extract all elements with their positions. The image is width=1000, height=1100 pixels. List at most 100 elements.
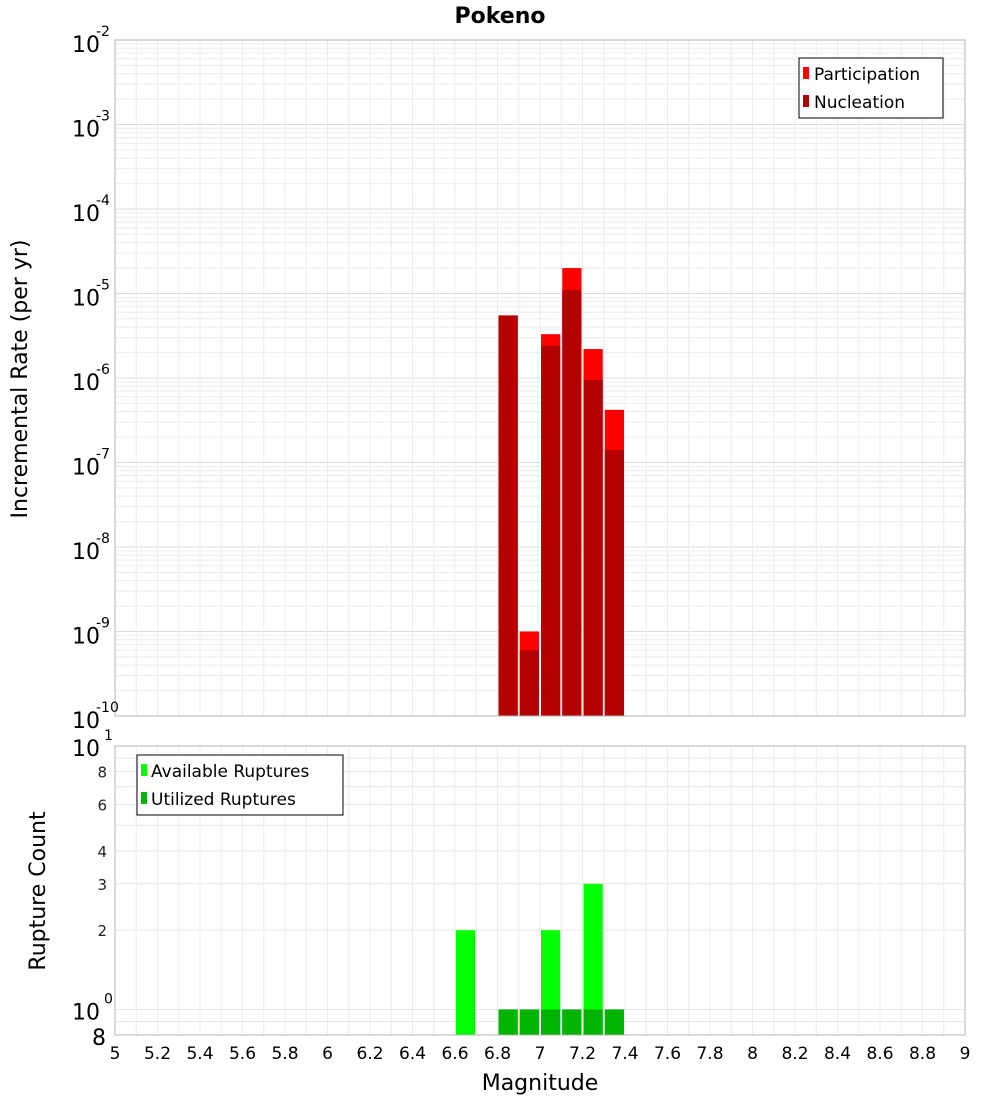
y-tick-exponent: 0 xyxy=(104,991,113,1007)
top-y-tick-label: 10-4 xyxy=(72,193,110,227)
utilized-ruptures-bar xyxy=(519,1009,539,1035)
nucleation-legend-swatch xyxy=(803,95,809,107)
bottom-y-tick-label: 6 xyxy=(97,796,107,814)
y-tick-exponent: -7 xyxy=(96,447,110,463)
top-y-tick-label: 10-3 xyxy=(72,109,110,143)
x-tick-label: 8.2 xyxy=(781,1044,808,1064)
x-tick-label: 8.4 xyxy=(824,1044,851,1064)
bottom-plot-frame xyxy=(114,745,966,1036)
y-tick-exponent: 1 xyxy=(104,728,113,744)
top-y-tick-label: 10-5 xyxy=(72,278,110,312)
bottom-y-tick-label: 100 xyxy=(72,991,113,1025)
available-ruptures-bar xyxy=(583,883,603,1035)
available-ruptures-bar xyxy=(541,930,561,1035)
y-tick-exponent: -10 xyxy=(96,700,119,716)
y-tick-exponent: -3 xyxy=(96,109,110,125)
top-y-tick-label: 10-8 xyxy=(72,531,110,565)
participation-legend-label: Participation xyxy=(814,65,920,85)
bottom-y-tick-label: 101 xyxy=(72,728,113,762)
x-tick-label: 5.8 xyxy=(271,1044,298,1064)
top-y-tick-label: 10-10 xyxy=(72,700,119,734)
y-tick-value: 3 xyxy=(97,876,107,894)
x-tick-label: 6.4 xyxy=(399,1044,426,1064)
y-tick-base: 10 xyxy=(72,118,100,143)
participation-legend-swatch xyxy=(803,67,809,79)
nucleation-bar xyxy=(541,345,561,716)
y-tick-base: 10 xyxy=(72,456,100,481)
utilized-ruptures-bar xyxy=(562,1009,582,1035)
x-axis-label: Magnitude xyxy=(482,1071,599,1096)
x-tick-label: 7 xyxy=(535,1044,546,1064)
y-tick-base: 10 xyxy=(72,737,100,762)
y-tick-base: 10 xyxy=(72,625,100,650)
x-tick-label: 5 xyxy=(110,1044,121,1064)
x-tick-label: 6.2 xyxy=(356,1044,383,1064)
y-tick-value: 4 xyxy=(97,843,107,861)
available-ruptures-legend-label: Available Ruptures xyxy=(151,762,309,782)
x-tick-label: 7.6 xyxy=(654,1044,681,1064)
x-tick-label: 9 xyxy=(960,1044,971,1064)
x-tick-label: 5.4 xyxy=(186,1044,213,1064)
utilized-ruptures-bar xyxy=(541,1009,561,1035)
y-tick-base: 10 xyxy=(72,1000,100,1025)
utilized-ruptures-bar xyxy=(498,1009,518,1035)
y-tick-exponent: -8 xyxy=(96,531,110,547)
x-tick-label: 7.8 xyxy=(696,1044,723,1064)
y-tick-base: 10 xyxy=(72,287,100,312)
x-tick-label: 8 xyxy=(747,1044,758,1064)
x-tick-label: 6.6 xyxy=(441,1044,468,1064)
x-tick-label: 5.2 xyxy=(144,1044,171,1064)
top-plot-bars xyxy=(498,268,624,716)
y-tick-exponent: -6 xyxy=(96,362,110,378)
y-tick-exponent: -2 xyxy=(96,24,110,40)
nucleation-bar xyxy=(498,315,518,716)
x-tick-label: 8.8 xyxy=(909,1044,936,1064)
top-plot-frame xyxy=(114,39,966,717)
utilized-ruptures-bar xyxy=(604,1009,624,1035)
y-tick-base: 10 xyxy=(72,540,100,565)
top-y-tick-label: 10-7 xyxy=(72,447,110,481)
nucleation-bar xyxy=(562,290,582,716)
bottom-plot-bars xyxy=(456,883,624,1035)
y-tick-exponent: -9 xyxy=(96,616,110,632)
bottom-legend: Available Ruptures Utilized Ruptures xyxy=(136,754,344,816)
top-y-axis-label: Incremental Rate (per yr) xyxy=(8,240,33,519)
y-tick-base: 10 xyxy=(72,371,100,396)
x-tick-label: 7.4 xyxy=(611,1044,638,1064)
bottom-y-tick-label: 4 xyxy=(97,843,107,861)
bottom-y-tick-label: 8 xyxy=(92,1026,106,1051)
utilized-ruptures-bar xyxy=(583,1009,603,1035)
chart-title: Pokeno xyxy=(455,4,546,29)
available-ruptures-bar xyxy=(456,930,476,1035)
bottom-y-tick-label: 3 xyxy=(97,876,107,894)
utilized-ruptures-legend-swatch xyxy=(141,792,147,804)
y-tick-value: 8 xyxy=(92,1026,106,1051)
x-tick-label: 8.6 xyxy=(866,1044,893,1064)
y-tick-exponent: -4 xyxy=(96,193,110,209)
top-y-tick-label: 10-9 xyxy=(72,616,110,650)
bottom-y-tick-label: 8 xyxy=(97,764,107,782)
x-tick-label: 6.8 xyxy=(484,1044,511,1064)
bottom-y-axis-label: Rupture Count xyxy=(26,811,51,971)
top-legend: Participation Nucleation xyxy=(798,57,944,119)
x-axis-ticks: 5 5.2 5.4 5.6 5.8 6 6.2 6.4 6.6 6.8 7 7.2 7.4 7.6 7.8 8… xyxy=(110,1044,971,1064)
y-tick-exponent: -5 xyxy=(96,278,110,294)
y-tick-value: 6 xyxy=(97,796,107,814)
nucleation-bar xyxy=(519,650,539,716)
y-tick-base: 10 xyxy=(72,709,100,734)
y-tick-base: 10 xyxy=(72,202,100,227)
y-tick-value: 8 xyxy=(97,764,107,782)
y-tick-value: 2 xyxy=(97,922,107,940)
nucleation-bar xyxy=(583,379,603,716)
top-y-tick-label: 10-6 xyxy=(72,362,110,396)
nucleation-legend-label: Nucleation xyxy=(814,93,905,113)
utilized-ruptures-legend-label: Utilized Ruptures xyxy=(151,790,296,810)
available-ruptures-legend-swatch xyxy=(141,764,147,776)
bottom-y-tick-label: 2 xyxy=(97,922,107,940)
x-tick-label: 6 xyxy=(322,1044,333,1064)
nucleation-bar xyxy=(604,450,624,716)
x-tick-label: 7.2 xyxy=(569,1044,596,1064)
